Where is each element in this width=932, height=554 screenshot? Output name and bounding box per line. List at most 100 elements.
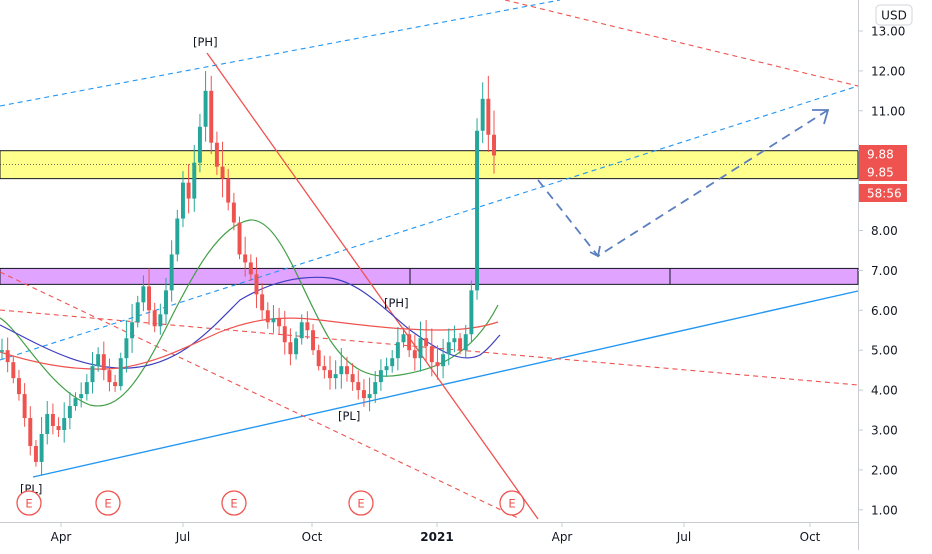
- candle-body[interactable]: [401, 334, 406, 343]
- red-dashed-top[interactable]: [504, 0, 859, 87]
- candle-body[interactable]: [214, 142, 219, 167]
- candle-body[interactable]: [96, 354, 101, 367]
- candle-body[interactable]: [175, 218, 180, 255]
- candle-body[interactable]: [294, 338, 299, 355]
- candle-body[interactable]: [407, 334, 412, 351]
- candle-body[interactable]: [79, 394, 84, 399]
- candle-body[interactable]: [254, 274, 259, 295]
- candle-body[interactable]: [118, 358, 123, 387]
- candle-body[interactable]: [22, 394, 27, 419]
- candle-body[interactable]: [339, 366, 344, 375]
- earnings-event-marker[interactable]: E: [221, 490, 247, 516]
- candle-body[interactable]: [322, 366, 327, 371]
- earnings-event-marker[interactable]: E: [95, 490, 121, 516]
- candle-body[interactable]: [271, 318, 276, 323]
- candle-body[interactable]: [84, 382, 89, 395]
- candle-body[interactable]: [28, 418, 33, 446]
- candle-body[interactable]: [475, 130, 480, 291]
- candle-body[interactable]: [67, 406, 72, 419]
- candle-body[interactable]: [277, 318, 282, 327]
- earnings-event-marker[interactable]: E: [348, 490, 374, 516]
- candle-body[interactable]: [480, 98, 485, 131]
- falling-trendline[interactable]: [206, 52, 539, 520]
- candle-body[interactable]: [50, 414, 55, 427]
- candle-body[interactable]: [435, 362, 440, 367]
- candle-body[interactable]: [124, 338, 129, 359]
- candle-body[interactable]: [231, 202, 236, 223]
- candle-body[interactable]: [378, 370, 383, 383]
- candle-body[interactable]: [344, 366, 349, 375]
- candle-body[interactable]: [220, 166, 225, 179]
- candle-body[interactable]: [101, 354, 106, 371]
- candle-body[interactable]: [107, 370, 112, 383]
- candle-body[interactable]: [469, 290, 474, 335]
- candle-body[interactable]: [299, 322, 304, 339]
- candle-body[interactable]: [288, 342, 293, 355]
- candle-body[interactable]: [429, 346, 434, 363]
- candle-body[interactable]: [113, 382, 118, 387]
- candle-body[interactable]: [248, 262, 253, 275]
- candle-body[interactable]: [0, 350, 4, 352]
- candle-body[interactable]: [226, 178, 231, 203]
- candle-body[interactable]: [265, 310, 270, 323]
- candle-body[interactable]: [418, 338, 423, 359]
- candle-body[interactable]: [316, 350, 321, 367]
- candle-body[interactable]: [311, 330, 316, 351]
- candle-body[interactable]: [39, 433, 44, 462]
- candle-body[interactable]: [373, 382, 378, 395]
- candle-body[interactable]: [147, 286, 152, 311]
- candle-body[interactable]: [158, 314, 163, 327]
- upper-channel-line[interactable]: [0, 0, 561, 107]
- rising-support-trendline[interactable]: [32, 290, 859, 478]
- candle-body[interactable]: [152, 310, 157, 327]
- candle-body[interactable]: [492, 134, 496, 156]
- candle-body[interactable]: [463, 334, 468, 351]
- candle-body[interactable]: [384, 366, 389, 371]
- candle-body[interactable]: [458, 338, 463, 351]
- candle-body[interactable]: [424, 338, 429, 347]
- candle-body[interactable]: [192, 162, 197, 199]
- candle-body[interactable]: [90, 366, 95, 383]
- candle-body[interactable]: [356, 382, 361, 391]
- candle-body[interactable]: [328, 370, 332, 379]
- mid-channel-line[interactable]: [0, 85, 859, 361]
- candle-body[interactable]: [11, 362, 16, 379]
- candle-body[interactable]: [237, 222, 242, 255]
- candle-body[interactable]: [282, 326, 287, 343]
- candle-body[interactable]: [141, 286, 146, 303]
- candle-body[interactable]: [135, 302, 140, 323]
- candle-body[interactable]: [186, 182, 191, 199]
- candle-body[interactable]: [350, 374, 355, 383]
- candle-body[interactable]: [209, 90, 214, 143]
- candle-body[interactable]: [180, 182, 185, 219]
- zone-support[interactable]: [0, 267, 859, 285]
- candle-body[interactable]: [5, 350, 10, 363]
- candle-body[interactable]: [452, 338, 457, 343]
- candle-body[interactable]: [169, 254, 174, 291]
- candle-body[interactable]: [395, 342, 400, 359]
- candle-body[interactable]: [45, 414, 50, 434]
- candle-body[interactable]: [260, 294, 265, 311]
- candle-body[interactable]: [333, 374, 338, 379]
- candle-body[interactable]: [203, 90, 208, 127]
- candle-body[interactable]: [390, 358, 395, 367]
- time-axis[interactable]: Apr Jul Oct 2021 Apr Jul Oct: [51, 522, 821, 544]
- candle-body[interactable]: [446, 342, 451, 355]
- candle-body[interactable]: [486, 98, 491, 135]
- candle-body[interactable]: [305, 322, 310, 331]
- candle-body[interactable]: [33, 445, 38, 462]
- candle-body[interactable]: [73, 398, 78, 407]
- red-dashed-lower[interactable]: [0, 271, 521, 520]
- candle-body[interactable]: [412, 350, 417, 359]
- candle-body[interactable]: [130, 322, 135, 339]
- candle-body[interactable]: [243, 254, 248, 263]
- candle-body[interactable]: [164, 290, 168, 315]
- currency-button[interactable]: USD: [875, 4, 913, 26]
- earnings-event-marker[interactable]: E: [16, 490, 42, 516]
- candle-body[interactable]: [62, 418, 67, 430]
- candle-body[interactable]: [441, 354, 446, 367]
- earnings-event-marker[interactable]: E: [499, 490, 525, 516]
- candle-body[interactable]: [367, 394, 372, 399]
- candle-body[interactable]: [16, 378, 21, 395]
